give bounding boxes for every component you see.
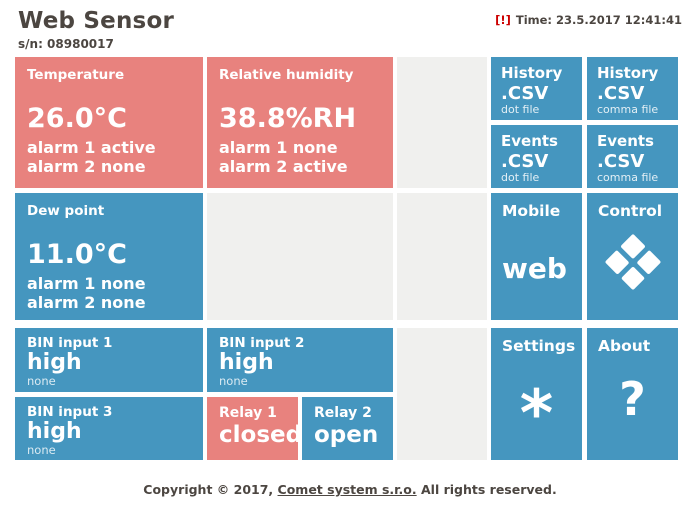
time-value: Time: 23.5.2017 12:41:41 <box>515 13 682 27</box>
placeholder-cell-row1 <box>397 57 487 188</box>
bin2-label: BIN input 2 <box>219 335 305 351</box>
tile-bin-input-3: BIN input 3 high none <box>15 397 203 460</box>
history-comma-title: History <box>597 64 659 82</box>
question-icon: ? <box>619 372 646 427</box>
control-button[interactable]: Control <box>587 193 678 320</box>
placeholder-cell-row2-mid <box>207 193 393 320</box>
relay1-value: closed <box>219 421 303 448</box>
events-comma-sub: .CSV <box>597 151 645 172</box>
settings-title: Settings <box>502 337 576 355</box>
four-diamonds-icon <box>604 233 661 291</box>
bin3-value: high <box>27 419 82 445</box>
bin3-note: none <box>27 443 56 458</box>
settings-icon-area: * <box>502 356 571 451</box>
humidity-label: Relative humidity <box>219 67 354 83</box>
tile-relay-1: Relay 1 closed <box>207 397 303 460</box>
dew-point-alarm1: alarm 1 none <box>27 273 146 293</box>
mobile-web-label: web <box>502 251 567 285</box>
history-csv-dot-button[interactable]: History .CSV dot file <box>491 57 582 120</box>
history-dot-title: History <box>501 64 563 82</box>
about-title: About <box>598 337 651 355</box>
tile-humidity: Relative humidity 38.8%RH alarm 1 none a… <box>207 57 393 188</box>
mobile-title: Mobile <box>502 202 561 220</box>
settings-button[interactable]: Settings * <box>491 328 582 460</box>
tile-bin-input-2: BIN input 2 high none <box>207 328 393 392</box>
events-comma-note: comma file <box>597 170 659 184</box>
events-dot-note: dot file <box>501 170 540 184</box>
page-title: Web Sensor <box>18 8 174 34</box>
temperature-label: Temperature <box>27 67 125 83</box>
dew-point-label: Dew point <box>27 203 105 219</box>
temperature-value: 26.0°C <box>27 103 127 135</box>
placeholder-cell-row3 <box>397 328 487 460</box>
tile-bin-input-1: BIN input 1 high none <box>15 328 203 392</box>
events-csv-comma-button[interactable]: Events .CSV comma file <box>587 125 678 188</box>
humidity-alarm1: alarm 1 none <box>219 137 338 157</box>
bin1-label: BIN input 1 <box>27 335 113 351</box>
placeholder-cell-row2 <box>397 193 487 320</box>
device-time: [!] Time: 23.5.2017 12:41:41 <box>495 13 682 27</box>
about-button[interactable]: About ? <box>587 328 678 460</box>
comet-system-link[interactable]: Comet system s.r.o. <box>277 482 417 497</box>
relay1-label: Relay 1 <box>219 405 277 421</box>
mobile-web-button[interactable]: Mobile web <box>491 193 582 320</box>
bin3-label: BIN input 3 <box>27 404 113 420</box>
tile-dew-point: Dew point 11.0°C alarm 1 none alarm 2 no… <box>15 193 203 320</box>
bin1-note: none <box>27 374 56 389</box>
events-comma-title: Events <box>597 132 654 150</box>
humidity-value: 38.8%RH <box>219 103 357 135</box>
history-dot-note: dot file <box>501 102 540 116</box>
tile-temperature: Temperature 26.0°C alarm 1 active alarm … <box>15 57 203 188</box>
bin1-value: high <box>27 350 82 376</box>
copyright-suffix: All rights reserved. <box>416 482 557 497</box>
bin2-value: high <box>219 350 274 376</box>
humidity-alarm2: alarm 2 active <box>219 156 348 176</box>
asterisk-icon: * <box>519 377 554 452</box>
temperature-alarm2: alarm 2 none <box>27 156 146 176</box>
copyright-prefix: Copyright © 2017, <box>143 482 278 497</box>
events-dot-sub: .CSV <box>501 151 549 172</box>
history-dot-sub: .CSV <box>501 83 549 104</box>
history-csv-comma-button[interactable]: History .CSV comma file <box>587 57 678 120</box>
bin2-note: none <box>219 374 248 389</box>
events-dot-title: Events <box>501 132 558 150</box>
relay2-label: Relay 2 <box>314 405 372 421</box>
temperature-alarm1: alarm 1 active <box>27 137 156 157</box>
dew-point-alarm2: alarm 2 none <box>27 292 146 312</box>
dew-point-value: 11.0°C <box>27 239 127 271</box>
history-comma-sub: .CSV <box>597 83 645 104</box>
serial-number: s/n: 08980017 <box>18 37 114 51</box>
time-alert-icon: [!] <box>495 13 511 27</box>
about-icon-area: ? <box>598 356 667 451</box>
events-csv-dot-button[interactable]: Events .CSV dot file <box>491 125 582 188</box>
relay2-value: open <box>314 421 379 448</box>
control-icon-area <box>598 221 667 311</box>
footer-copyright: Copyright © 2017, Comet system s.r.o. Al… <box>0 482 700 497</box>
history-comma-note: comma file <box>597 102 659 116</box>
control-title: Control <box>598 202 663 220</box>
tile-relay-2: Relay 2 open <box>302 397 393 460</box>
